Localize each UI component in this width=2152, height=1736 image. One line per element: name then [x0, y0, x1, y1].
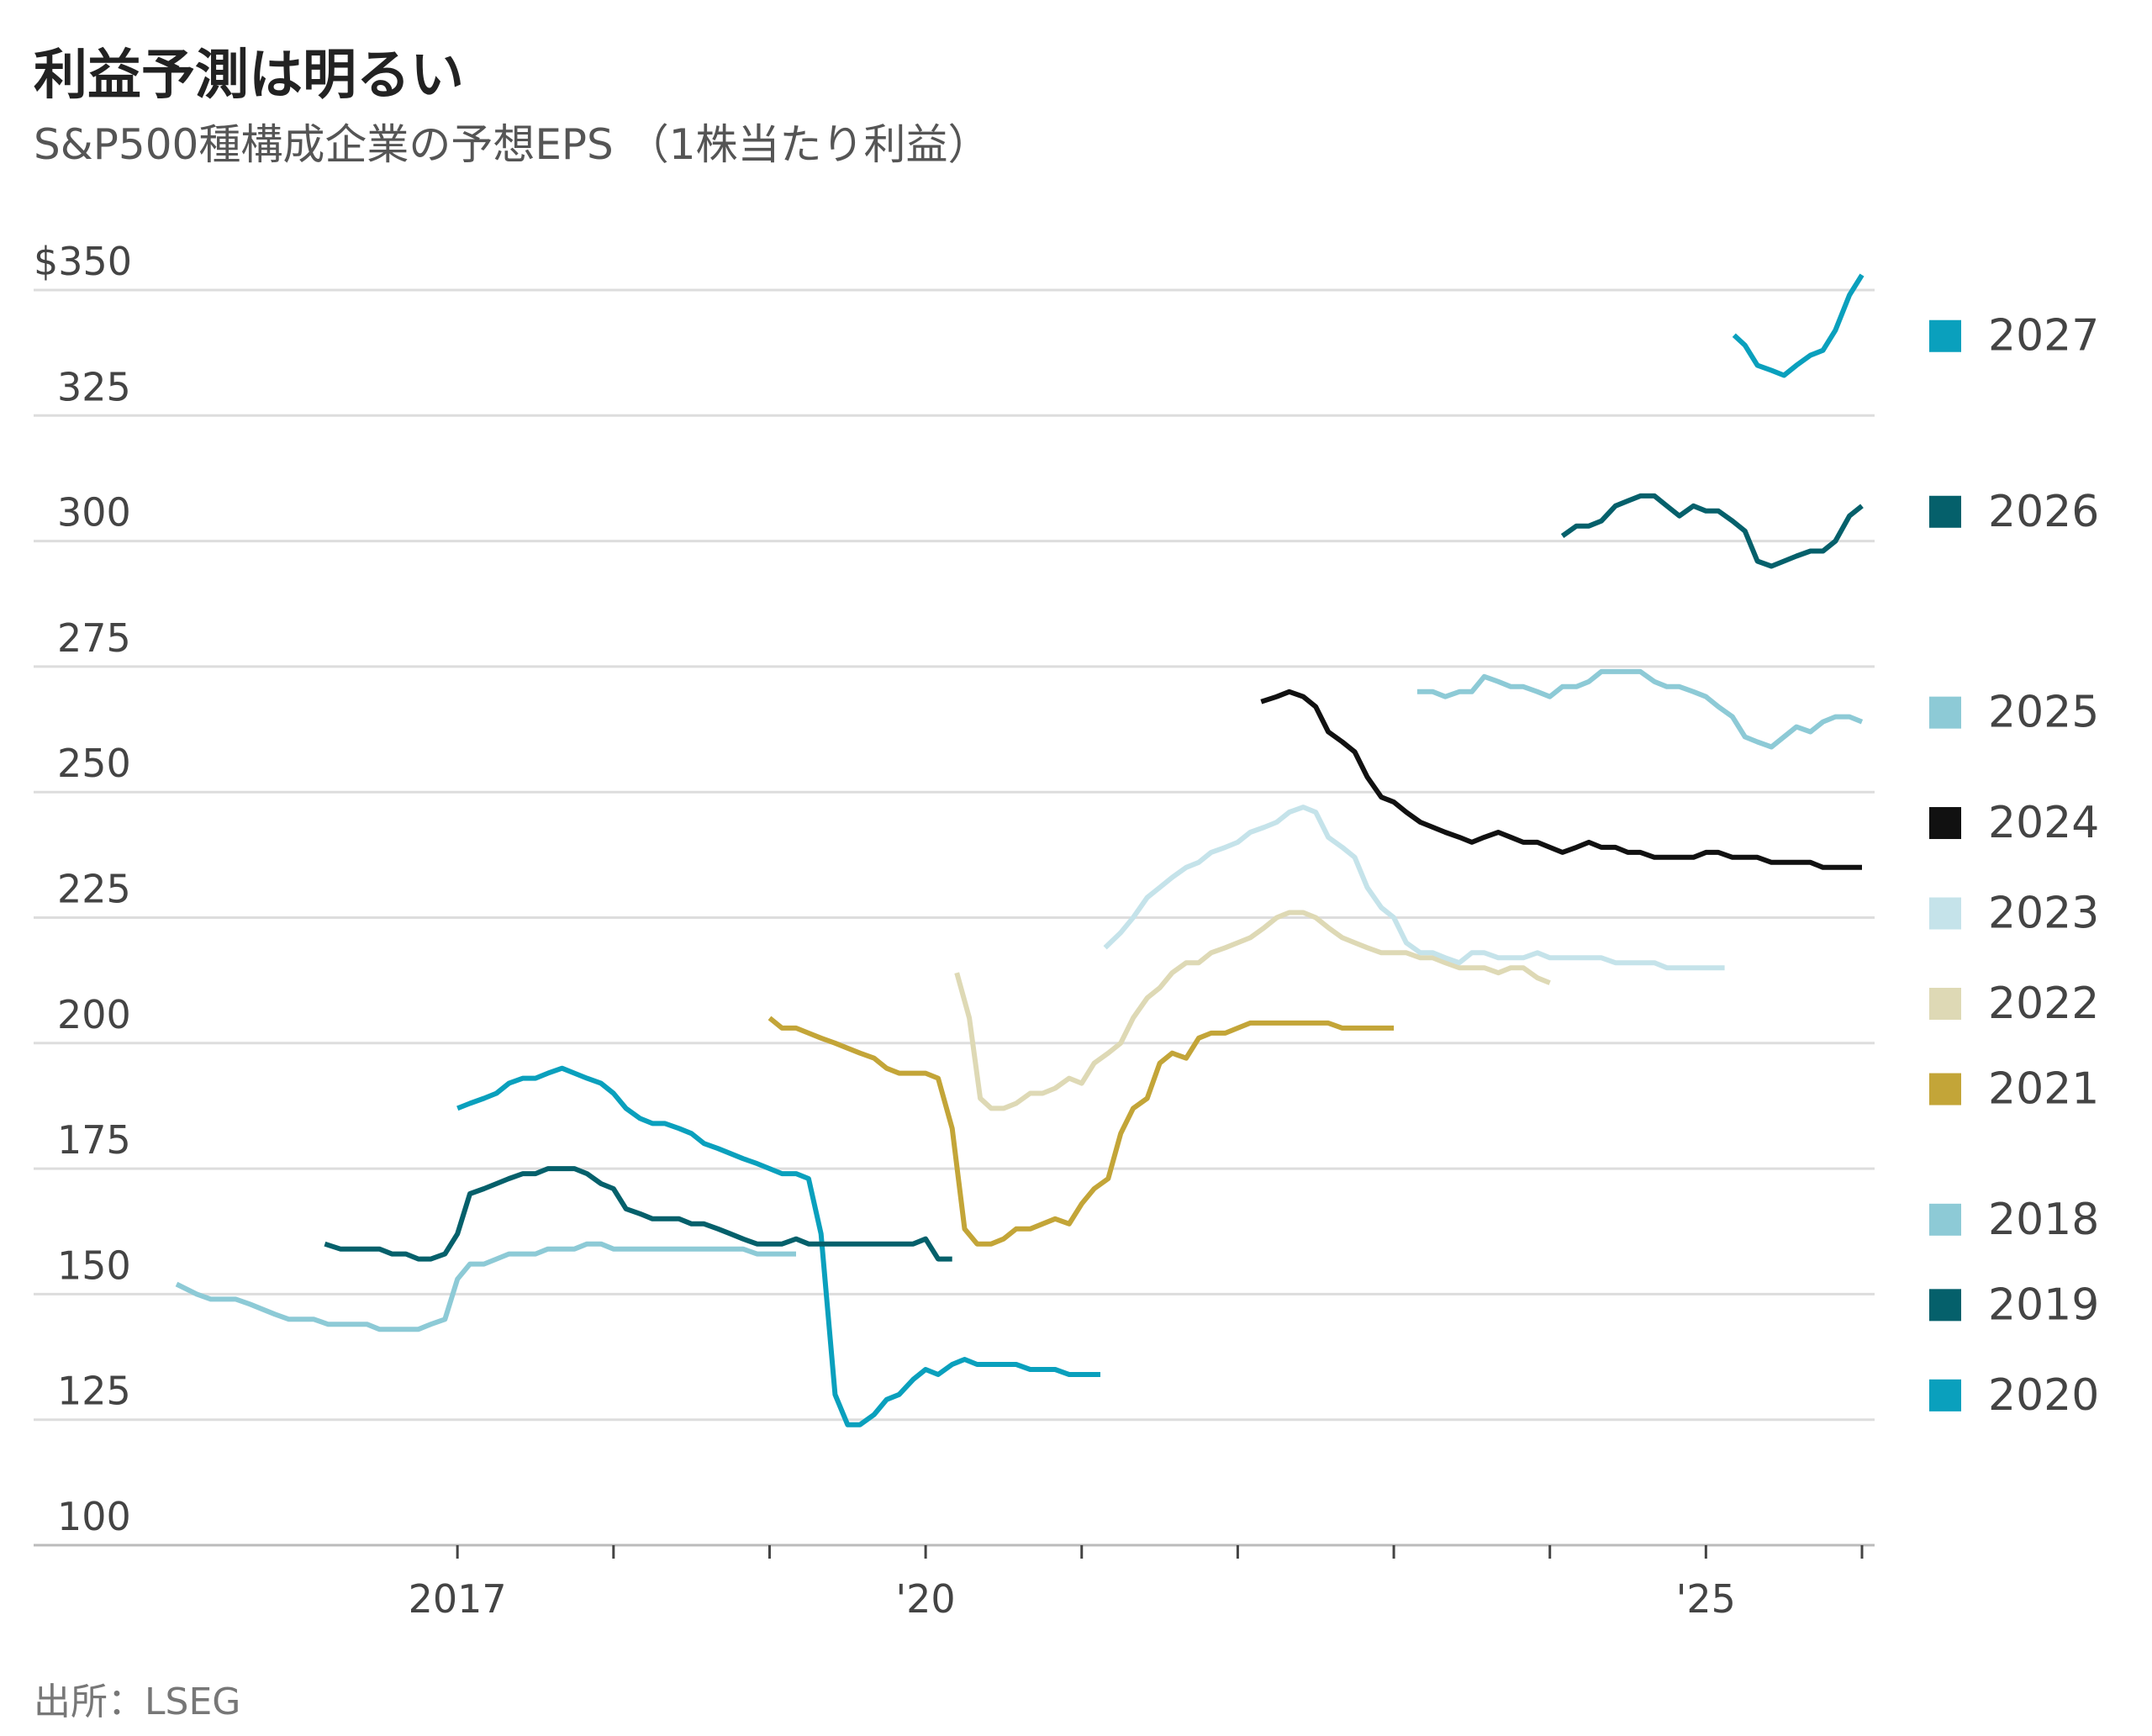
- legend-swatch-2020: [1929, 1379, 1961, 1411]
- y-tick-label: 300: [57, 490, 131, 536]
- series-line-2025: [1416, 668, 1864, 750]
- legend-label-2019: 2019: [1988, 1280, 2099, 1330]
- source-note: 出所：LSEG: [34, 1681, 241, 1723]
- series-line-2021: [767, 1016, 1395, 1247]
- y-tick-label: 225: [57, 867, 131, 912]
- y-tick-label: 150: [57, 1243, 131, 1288]
- y-tick-label: 175: [57, 1117, 131, 1163]
- y-tick-label: $350: [34, 239, 132, 284]
- legend-swatch-2025: [1929, 696, 1961, 729]
- y-tick-label: 125: [57, 1369, 131, 1414]
- legend-label-2021: 2021: [1988, 1064, 2099, 1115]
- legend-label-2026: 2026: [1988, 487, 2099, 537]
- legend-swatch-2024: [1929, 807, 1961, 840]
- chart-subtitle: S&P500種構成企業の予想EPS （1株当たり利益）: [34, 120, 990, 169]
- legend-label-2023: 2023: [1988, 889, 2099, 939]
- chart-title: 利益予測は明るい: [34, 45, 464, 107]
- legend-label-2018: 2018: [1988, 1195, 2099, 1245]
- y-tick-label: 200: [57, 992, 131, 1037]
- y-tick-label: 250: [57, 741, 131, 786]
- y-tick-label: 325: [57, 364, 131, 409]
- legend-swatch-2019: [1929, 1289, 1961, 1322]
- series-line-2026: [1560, 493, 1864, 569]
- series-line-2018: [175, 1241, 796, 1332]
- legend-swatch-2027: [1929, 319, 1961, 352]
- legend: 2027 2026 2025 2024 2023 2022 2021 2018 2019 2020: [1929, 311, 2099, 1421]
- legend-label-2027: 2027: [1988, 311, 2099, 361]
- series-line-2027: [1732, 273, 1865, 378]
- series-line-2020: [456, 1065, 1100, 1427]
- legend-swatch-2023: [1929, 897, 1961, 930]
- legend-swatch-2021: [1929, 1073, 1961, 1105]
- series-line-2022: [954, 910, 1551, 1111]
- legend-swatch-2018: [1929, 1203, 1961, 1236]
- x-tick-label: '25: [1676, 1576, 1736, 1622]
- legend-label-2020: 2020: [1988, 1370, 2099, 1421]
- legend-label-2025: 2025: [1988, 688, 2099, 738]
- legend-swatch-2022: [1929, 988, 1961, 1021]
- legend-label-2024: 2024: [1988, 798, 2099, 848]
- x-tick-label: 2017: [409, 1576, 507, 1622]
- gridlines: [34, 288, 1875, 1547]
- legend-label-2022: 2022: [1988, 979, 2099, 1029]
- y-tick-label: 100: [57, 1494, 131, 1539]
- series-line-2024: [1260, 689, 1862, 870]
- series-line-2023: [1103, 805, 1725, 971]
- series-line-2019: [324, 1166, 952, 1262]
- legend-swatch-2026: [1929, 495, 1961, 528]
- x-axis: 2017 '20 '25: [409, 1545, 1864, 1622]
- y-tick-label: 275: [57, 615, 131, 661]
- x-tick-label: '20: [896, 1576, 956, 1622]
- series-lines: [175, 273, 1865, 1427]
- y-axis: $350 325 300 275 250 225 200 175 150 125 100: [34, 239, 132, 1539]
